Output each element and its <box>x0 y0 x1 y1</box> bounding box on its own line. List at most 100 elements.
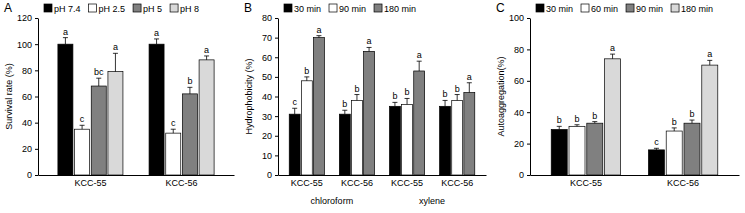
x-tick: KCC-56 <box>667 175 699 188</box>
y-tick: 40 <box>514 108 530 118</box>
x-axis: KCC-55 KCC-56 <box>39 175 235 188</box>
legend-item: pH 7.4 <box>44 4 81 14</box>
y-tick: 80 <box>22 66 38 76</box>
legend-label: 30 min <box>294 4 321 14</box>
significance-label: a <box>154 28 159 38</box>
legend-label: 180 min <box>681 4 713 14</box>
x-tick-label: KCC-56 <box>166 178 198 188</box>
y-tick-label: 20 <box>22 144 32 154</box>
error-bar <box>316 36 321 38</box>
y-tick-label: 60 <box>514 76 524 86</box>
legend-label: pH 7.4 <box>54 4 81 14</box>
x-axis-line <box>39 175 235 176</box>
significance-label: b <box>392 91 397 101</box>
y-tick-label: 80 <box>22 66 32 76</box>
y-tick-mark <box>35 70 38 71</box>
bar <box>108 72 123 175</box>
x-tick: KCC-55 <box>74 175 106 188</box>
error-bar <box>467 83 472 93</box>
y-tick-label: 60 <box>22 92 32 102</box>
plot-area <box>551 54 718 175</box>
significance-label: b <box>342 99 347 109</box>
significance-label: b <box>443 89 448 99</box>
bar <box>301 81 312 175</box>
y-axis-title: Autoaggregation(%) <box>496 56 506 136</box>
bar <box>339 114 350 175</box>
y-tick-label: 40 <box>262 92 272 102</box>
error-bar <box>610 54 615 59</box>
error-cap <box>292 108 297 109</box>
significance-label: b <box>557 115 562 125</box>
y-tick-mark <box>527 81 530 82</box>
legend-swatch <box>44 4 52 12</box>
error-cap <box>304 76 309 77</box>
y-axis: 020406080100120 <box>17 13 39 180</box>
legend-item: pH 8 <box>170 4 199 14</box>
legend-item: pH 5 <box>133 4 162 14</box>
y-tick: 80 <box>514 45 530 55</box>
error-stem <box>294 108 295 114</box>
bar <box>75 129 90 175</box>
y-axis-title: Survival rate (%) <box>4 63 14 130</box>
significance-label: a <box>316 25 321 35</box>
legend-swatch <box>133 4 141 12</box>
error-stem <box>344 110 345 114</box>
bar <box>351 100 362 175</box>
error-bar <box>672 128 677 131</box>
y-tick-mark <box>275 18 278 19</box>
bar <box>364 51 375 175</box>
error-cap <box>367 47 372 48</box>
legend-item: 180 min <box>374 4 416 14</box>
error-stem <box>65 38 66 45</box>
x-tick: KCC-56 <box>441 175 473 188</box>
error-cap <box>610 54 615 55</box>
y-tick-mark <box>35 97 38 98</box>
y-tick: 0 <box>27 170 38 180</box>
panel-title: C <box>496 1 505 15</box>
significance-labels: cbbbbbbbaaaa <box>292 25 471 110</box>
error-stem <box>394 102 395 106</box>
error-cap <box>443 100 448 101</box>
legend-label: 60 min <box>591 4 618 14</box>
error-cap <box>592 121 597 122</box>
significance-label: b <box>689 109 694 119</box>
error-bar <box>367 47 372 51</box>
y-tick: 20 <box>22 144 38 154</box>
significance-label: b <box>304 66 309 76</box>
y-axis-title: Hydrophobicity (%) <box>244 58 254 134</box>
significance-label: b <box>354 84 359 94</box>
y-tick-mark <box>35 44 38 45</box>
legend-label: 90 min <box>339 4 366 14</box>
x-axis-line <box>531 175 740 176</box>
bar <box>648 150 664 175</box>
error-stem <box>115 53 116 71</box>
error-stem <box>612 54 613 59</box>
y-tick-mark <box>527 112 530 113</box>
error-bar <box>63 38 68 45</box>
y-tick: 0 <box>519 170 530 180</box>
y-tick: 0 <box>267 170 278 180</box>
x-tick-label: KCC-55 <box>570 178 602 188</box>
x-tick-label: KCC-55 <box>291 178 323 188</box>
x-tick: KCC-56 <box>341 175 373 188</box>
y-tick: 20 <box>262 131 278 141</box>
bar <box>166 133 181 175</box>
significance-label: a <box>113 42 118 52</box>
error-stem <box>173 129 174 133</box>
x-tick: KCC-55 <box>291 175 323 188</box>
error-stem <box>419 61 420 71</box>
y-tick-mark <box>35 18 38 19</box>
legend-swatch <box>626 4 634 12</box>
error-stem <box>82 125 83 129</box>
y-axis-line <box>530 19 531 176</box>
y-tick-label: 0 <box>27 170 32 180</box>
y-tick-mark <box>275 97 278 98</box>
y-tick-mark <box>527 144 530 145</box>
plot-area <box>58 38 214 175</box>
y-tick-mark <box>275 155 278 156</box>
y-tick: 60 <box>22 92 38 102</box>
error-cap <box>96 78 101 79</box>
error-bar <box>154 39 159 44</box>
significance-label: b <box>455 84 460 94</box>
error-bar <box>689 120 694 123</box>
